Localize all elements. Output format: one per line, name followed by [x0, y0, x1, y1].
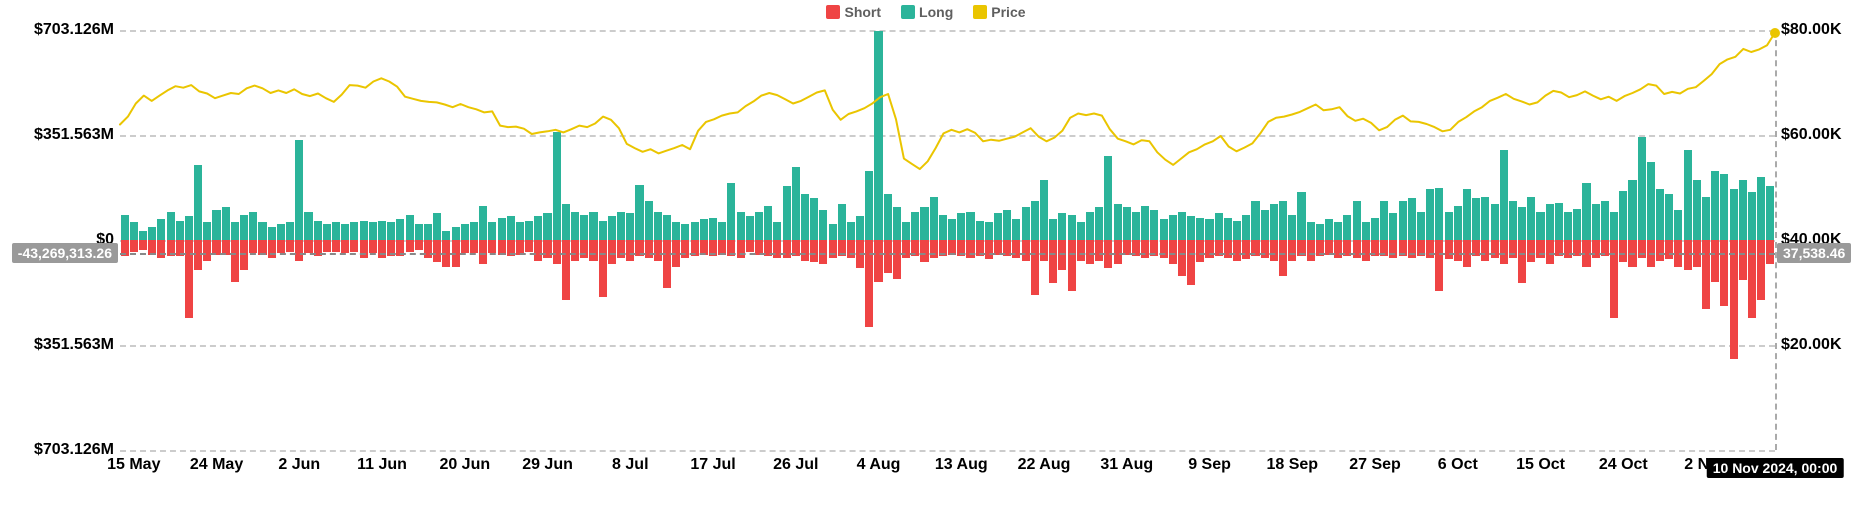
- x-axis-label: 29 Jun: [522, 456, 573, 474]
- x-axis-label: 24 Oct: [1599, 456, 1648, 474]
- x-axis-label: 22 Aug: [1018, 456, 1071, 474]
- price-line: [120, 30, 1775, 450]
- x-axis-label: 11 Jun: [357, 456, 407, 474]
- x-axis-label: 31 Aug: [1100, 456, 1153, 474]
- legend-label: Long: [919, 4, 953, 20]
- legend-item[interactable]: Price: [973, 4, 1025, 20]
- y-axis-left-label: $351.563M: [34, 126, 114, 144]
- liquidation-price-chart: Short Long Price $703.126M$351.563M$0$351.…: [0, 0, 1852, 525]
- x-axis-label: 13 Aug: [935, 456, 988, 474]
- x-axis-label: 4 Aug: [857, 456, 901, 474]
- y-axis-right-label: $80.00K: [1781, 21, 1842, 39]
- y-axis-left-label: $703.126M: [34, 21, 114, 39]
- crosshair-date-badge: 10 Nov 2024, 00:00: [1707, 458, 1844, 478]
- legend-item[interactable]: Short: [826, 4, 881, 20]
- legend: Short Long Price: [0, 4, 1852, 20]
- gridline: [120, 450, 1775, 452]
- x-axis-label: 2 Jun: [278, 456, 320, 474]
- y-axis-right-label: $20.00K: [1781, 336, 1842, 354]
- x-axis-label: 15 May: [107, 456, 160, 474]
- legend-swatch: [826, 5, 840, 19]
- legend-swatch: [901, 5, 915, 19]
- x-axis-label: 26 Jul: [773, 456, 818, 474]
- y-axis-right-label: $60.00K: [1781, 126, 1842, 144]
- crosshair-right-badge: 37,538.46: [1777, 243, 1851, 263]
- x-axis-label: 20 Jun: [439, 456, 490, 474]
- legend-item[interactable]: Long: [901, 4, 953, 20]
- legend-swatch: [973, 5, 987, 19]
- x-axis-label: 24 May: [190, 456, 243, 474]
- crosshair-left-badge: -43,269,313.26: [12, 243, 118, 263]
- legend-label: Price: [991, 4, 1025, 20]
- price-terminal-dot: [1770, 28, 1780, 38]
- x-axis-label: 27 Sep: [1349, 456, 1401, 474]
- crosshair-hline: [120, 253, 1775, 255]
- y-axis-left-label: $351.563M: [34, 336, 114, 354]
- plot-area[interactable]: $703.126M$351.563M$0$351.563M$703.126M$8…: [120, 30, 1777, 450]
- y-axis-left-label: $703.126M: [34, 441, 114, 459]
- x-axis-label: 6 Oct: [1438, 456, 1478, 474]
- x-axis-label: 15 Oct: [1516, 456, 1565, 474]
- x-axis-label: 18 Sep: [1266, 456, 1318, 474]
- legend-label: Short: [844, 4, 881, 20]
- x-axis-label: 17 Jul: [690, 456, 735, 474]
- x-axis-label: 9 Sep: [1188, 456, 1231, 474]
- x-axis-label: 8 Jul: [612, 456, 648, 474]
